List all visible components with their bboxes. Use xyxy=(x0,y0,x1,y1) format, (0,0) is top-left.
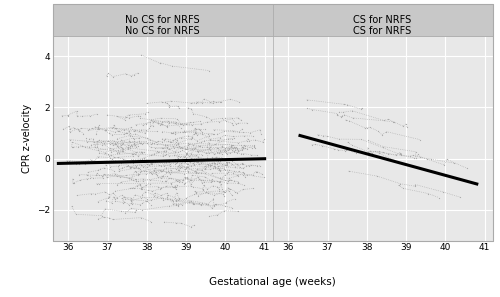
Text: CS for NRFS: CS for NRFS xyxy=(354,26,412,36)
Text: No CS for NRFS: No CS for NRFS xyxy=(125,15,200,25)
Text: Gestational age (weeks): Gestational age (weeks) xyxy=(209,277,336,287)
Text: No CS for NRFS: No CS for NRFS xyxy=(125,26,200,36)
Text: CS for NRFS: CS for NRFS xyxy=(354,15,412,25)
Y-axis label: CPR z-velocity: CPR z-velocity xyxy=(22,104,32,173)
